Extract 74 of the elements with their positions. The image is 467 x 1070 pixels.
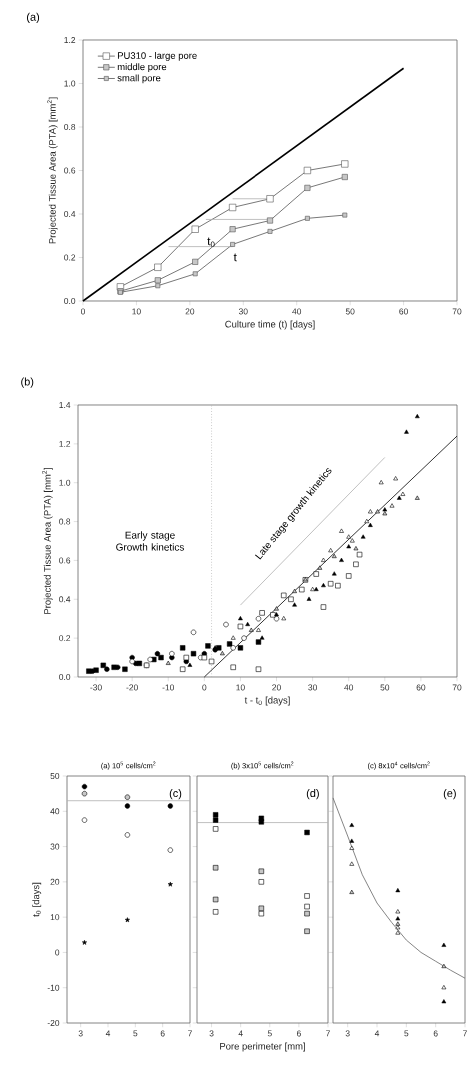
x-tick-label: 40 [292,308,302,315]
x-tick-label: 6 [160,1030,165,1037]
y-tick-label: 10 [50,914,60,921]
x-tick-label: 50 [345,308,355,315]
annotation: (d) [306,789,319,800]
x-tick-label: 30 [238,308,248,315]
x-tick-label: 40 [344,684,354,691]
y-tick-label: 1.0 [59,479,71,486]
y-tick-label: 50 [50,773,60,779]
x-tick-label: 3 [209,1030,214,1037]
x-axis-title: Culture time (t) [days] [225,320,315,330]
x-tick-label: 4 [105,1030,111,1037]
y-tick-label: 0.6 [64,167,76,174]
y-tick-label: 0 [55,949,60,956]
annotation: (c) [169,789,182,800]
x-tick-label: -30 [90,684,102,691]
x-tick-label: 60 [399,308,408,315]
annotation: t$_{0}$ [207,237,215,248]
annotation: (e) [443,789,456,800]
chart-title: (b) [21,377,34,388]
y-tick-label: 0.6 [59,557,71,564]
y-tick-label: 0.0 [59,674,71,680]
y-tick-label: 30 [50,843,60,850]
x-tick-label: 7 [463,1030,467,1037]
y-axis-title: Projected Tissue Area (PTA) [mm$^{2}$] [42,468,53,614]
x-tick-label: 20 [272,684,281,691]
x-tick-label: 70 [452,308,462,315]
y-tick-label: 1.4 [59,402,71,408]
y-tick-label: 0.0 [64,298,76,304]
annotation: t [233,253,237,262]
x-tick-label: 30 [308,684,317,691]
legend-label: middle pore [117,63,167,73]
y-tick-label: 0.4 [64,211,76,217]
x-tick-label: 10 [132,308,141,315]
x-axis-title: t - t$_{0}$ [days] [244,696,290,706]
x-tick-label: 10 [236,684,245,691]
x-tick-label: 20 [185,308,195,315]
y-tick-label: 0.2 [64,254,76,261]
x-tick-label: 60 [416,684,426,691]
x-tick-label: 4 [238,1030,243,1037]
x-tick-label: 7 [188,1030,192,1037]
y-tick-label: -10 [47,984,60,991]
y-tick-label: 0.8 [59,518,71,525]
y-tick-label: 40 [50,808,60,815]
x-tick-label: 5 [133,1030,138,1037]
y-tick-label: 1.0 [64,80,76,87]
x-tick-label: 6 [296,1030,301,1037]
y-axis-title: Projected Tissue Area (PTA) [mm$^{2}$] [47,97,58,244]
y-tick-label: -20 [47,1020,60,1026]
y-tick-label: 0.4 [59,596,71,603]
y-tick-label: 20 [50,878,60,885]
x-tick-label: 3 [345,1030,350,1037]
x-tick-label: 4 [374,1030,380,1037]
x-tick-label: 3 [78,1030,83,1037]
y-tick-label: 1.2 [64,37,76,43]
x-tick-label: 5 [404,1030,409,1037]
x-tick-label: 0 [80,308,86,315]
y-tick-label: 1.2 [59,440,71,447]
x-tick-label: 6 [433,1030,438,1037]
x-tick-label: -20 [126,684,138,691]
annotation: Early stage Growth kinetics [116,531,184,551]
legend-label: small pore [117,74,161,84]
x-tick-label: 5 [267,1030,272,1037]
x-tick-label: -10 [162,684,175,691]
chart-title: (a) [27,12,40,23]
x-tick-label: 70 [452,684,462,691]
x-tick-label: 7 [326,1030,330,1037]
y-tick-label: 0.2 [59,635,71,642]
x-axis-title: Pore perimeter [mm] [220,1042,305,1052]
y-tick-label: 0.8 [64,124,76,130]
legend-label: PU310 - large pore [117,52,197,61]
y-axis-title: t$_{0}$ [days] [32,882,42,917]
x-tick-label: 0 [202,684,207,691]
x-tick-label: 50 [380,684,390,691]
